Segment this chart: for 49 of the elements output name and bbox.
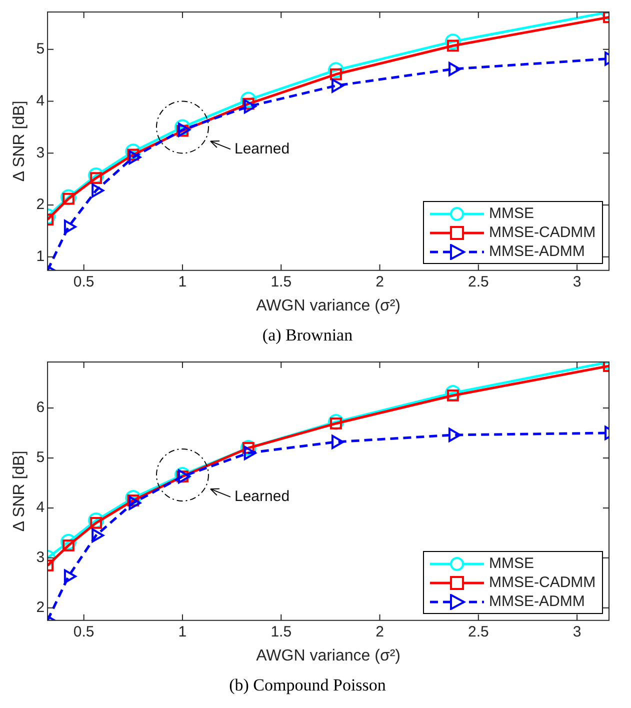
legend-label: MMSE-ADMM <box>489 593 585 610</box>
x-tick-label: 2 <box>376 274 384 291</box>
x-tick-label: 2.5 <box>468 274 489 291</box>
y-tick-label: 3 <box>36 549 45 566</box>
y-tick-label: 4 <box>36 499 45 516</box>
text: (a) Brownian <box>262 325 354 344</box>
point <box>444 34 461 50</box>
point <box>88 512 104 528</box>
x-tick-label: 2.5 <box>468 624 489 641</box>
point <box>328 62 344 78</box>
x-axis-title: AWGN variance (σ²) <box>256 297 400 314</box>
x-tick-label: 1 <box>178 274 187 291</box>
point <box>64 220 76 234</box>
point <box>444 384 461 401</box>
x-axis-title: AWGN variance (σ²) <box>256 647 400 664</box>
point <box>328 414 344 430</box>
x-tick-label: 1 <box>178 624 187 641</box>
y-axis-title: Δ SNR [dB] <box>11 450 28 532</box>
point <box>125 144 142 160</box>
x-tick-label: 1.5 <box>270 274 292 291</box>
x-tick-label: 0.5 <box>73 624 94 641</box>
x-tick-label: 1.5 <box>270 624 292 641</box>
point <box>64 569 76 584</box>
x-tick-label: 3 <box>572 624 582 641</box>
annotation: Learned <box>234 140 290 158</box>
legend-label: MMSE <box>489 205 534 222</box>
x-tick-label: 0.5 <box>73 274 94 291</box>
point <box>60 534 76 550</box>
y-tick-label: 5 <box>36 40 45 58</box>
legend-label: MMSE-CADMM <box>489 574 596 592</box>
point <box>125 490 142 506</box>
y-tick-label: 6 <box>36 399 45 416</box>
y-tick-label: 3 <box>36 144 45 162</box>
x-tick-label: 3 <box>572 274 582 291</box>
y-tick-label: 2 <box>36 599 45 616</box>
y-tick-label: 4 <box>36 92 45 110</box>
point <box>88 167 104 184</box>
point <box>60 189 76 206</box>
annotation: Learned <box>234 488 290 506</box>
legend-label: MMSE-CADMM <box>489 224 596 242</box>
y-tick-label: 5 <box>36 449 45 466</box>
y-tick-label: 2 <box>36 196 45 214</box>
x-tick-label: 2 <box>376 624 384 641</box>
y-tick-label: 1 <box>36 248 45 266</box>
legend-label: MMSE-ADMM <box>489 243 585 260</box>
text: (b) Compound Poisson <box>229 675 386 694</box>
legend-label: MMSE <box>489 555 534 572</box>
y-axis-title: Δ SNR [dB] <box>11 100 28 182</box>
point <box>240 92 256 108</box>
